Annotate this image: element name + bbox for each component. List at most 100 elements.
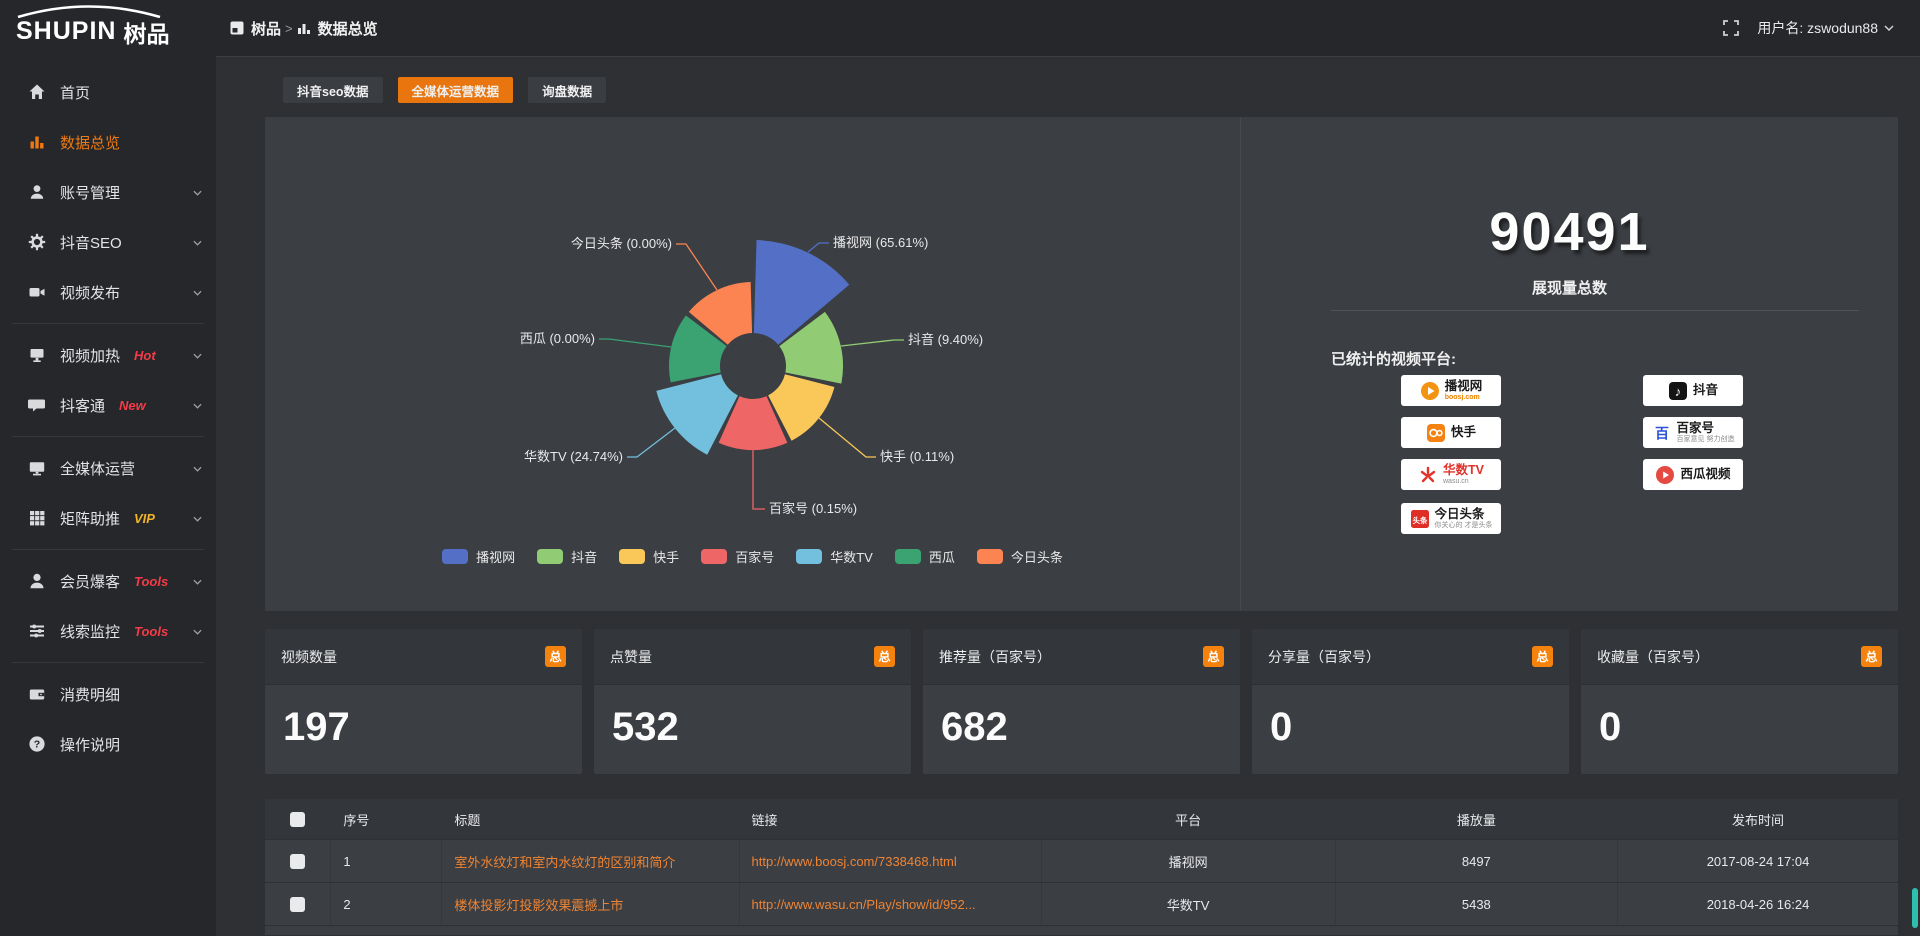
- sidebar-item-账号管理[interactable]: 账号管理: [0, 167, 216, 217]
- sidebar-item-label: 数据总览: [60, 134, 121, 152]
- platform-badge-抖音: ♪ 抖音: [1643, 375, 1743, 406]
- total-badge[interactable]: 总: [545, 646, 566, 667]
- platform-name: 抖音: [1692, 383, 1718, 398]
- row-date: 2017-08-24 17:04: [1617, 840, 1898, 882]
- sidebar-item-矩阵助推[interactable]: 矩阵助推 VIP: [0, 493, 216, 543]
- sidebar-item-线索监控[interactable]: 线索监控 Tools: [0, 606, 216, 656]
- legend-item-西瓜[interactable]: 西瓜: [894, 547, 955, 566]
- total-badge[interactable]: 总: [1532, 646, 1553, 667]
- sidebar-item-会员爆客[interactable]: 会员爆客 Tools: [0, 556, 216, 606]
- stat-card-分享量（百家号）: 分享量（百家号） 总 0: [1252, 629, 1569, 774]
- legend-item-播视网[interactable]: 播视网: [442, 547, 515, 566]
- platform-name: 播视网: [1444, 379, 1483, 394]
- legend-item-百家号[interactable]: 百家号: [701, 547, 774, 566]
- tab-询盘数据[interactable]: 询盘数据: [528, 77, 607, 103]
- pie-label-播视网: 播视网 (65.61%): [833, 235, 928, 250]
- sidebar-item-badge: Hot: [134, 347, 156, 363]
- sidebar-item-首页[interactable]: 首页: [0, 67, 216, 117]
- pie-slice-西瓜[interactable]: [669, 315, 727, 383]
- sidebar-item-操作说明[interactable]: ? 操作说明: [0, 719, 216, 769]
- sidebar-divider: [12, 436, 204, 437]
- pie-slice-播视网[interactable]: [753, 240, 850, 345]
- row-date: 2018-04-26 16:24: [1617, 883, 1898, 925]
- sidebar-item-抖客通[interactable]: 抖客通 New: [0, 380, 216, 430]
- svg-text:♪: ♪: [1675, 384, 1682, 399]
- user-icon: [28, 183, 46, 201]
- user-menu[interactable]: 用户名: zswodun88: [1757, 18, 1894, 38]
- chevron-down-icon: [193, 459, 202, 477]
- total-badge[interactable]: 总: [874, 646, 895, 667]
- chevron-down-icon: [193, 572, 202, 590]
- chat-icon: [28, 396, 46, 414]
- pie-label-百家号: 百家号 (0.15%): [769, 501, 857, 516]
- legend-item-抖音[interactable]: 抖音: [537, 547, 597, 566]
- app-icon: [230, 21, 244, 35]
- fullscreen-icon[interactable]: [1723, 20, 1740, 36]
- col-header-date: 发布时间: [1617, 799, 1898, 839]
- breadcrumb-separator: >: [285, 20, 293, 36]
- breadcrumb-item-current[interactable]: 数据总览: [297, 18, 378, 39]
- wallet-icon: [28, 685, 46, 703]
- sidebar-item-badge: New: [119, 397, 146, 413]
- chart-legend: 播视网 抖音 快手 百家号 华数TV 西瓜 今日头条: [265, 547, 1240, 566]
- pie-slice-今日头条[interactable]: [688, 282, 753, 345]
- person-icon: [28, 572, 46, 590]
- stat-cards: 视频数量总 197 点赞量总 532 推荐量（百家号）总 682 分享量（百家号）总 0 收藏量…: [265, 629, 1898, 774]
- platform-badge-快手: 快手: [1401, 417, 1501, 448]
- pie-slice-华数TV[interactable]: [656, 374, 738, 455]
- table-row: 1 室外水纹灯和室内水纹灯的区别和简介 http://www.boosj.com/7…: [265, 839, 1898, 882]
- sidebar: 首页数据总览账号管理 抖音SEO 视频发布视频加热 Hot 抖客通 New 全媒体运营 矩阵助…: [0, 57, 216, 936]
- scrollbar-thumb[interactable]: [1912, 888, 1918, 928]
- stat-card-label: 分享量（百家号）: [1268, 648, 1380, 665]
- row-checkbox[interactable]: [290, 896, 306, 912]
- breadcrumb-item-home[interactable]: 树品: [230, 18, 281, 39]
- chevron-down-icon: [193, 396, 202, 414]
- stat-card-视频数量: 视频数量 总 197: [265, 629, 582, 774]
- video-title-link[interactable]: 室外水纹灯和室内水纹灯的区别和简介: [454, 854, 676, 870]
- sidebar-item-label: 视频加热: [60, 347, 121, 365]
- stat-card-收藏量（百家号）: 收藏量（百家号） 总 0: [1581, 629, 1898, 774]
- legend-item-快手[interactable]: 快手: [619, 547, 679, 566]
- logo-text-cn: 树品: [123, 20, 170, 47]
- video-title-link[interactable]: 楼体投影灯投影效果震撼上市: [454, 897, 624, 913]
- select-all-checkbox[interactable]: [290, 811, 306, 827]
- tab-bar: 抖音seo数据 全媒体运营数据 询盘数据: [283, 77, 1898, 103]
- tab-全媒体运营数据[interactable]: 全媒体运营数据: [397, 77, 514, 103]
- sidebar-item-数据总览[interactable]: 数据总览: [0, 117, 216, 167]
- video-url-link[interactable]: http://www.wasu.cn/Play/show/id/952...: [751, 896, 976, 912]
- video-url-link[interactable]: http://www.boosj.com/7338468.html: [751, 853, 957, 869]
- sidebar-item-全媒体运营[interactable]: 全媒体运营: [0, 443, 216, 493]
- platform-subtext: boosj.com: [1444, 393, 1480, 401]
- wasu-logo: [1418, 465, 1438, 485]
- total-badge[interactable]: 总: [1861, 646, 1882, 667]
- row-title-cell: 楼体投影灯投影效果震撼上市: [441, 883, 738, 925]
- col-header-link: 链接: [738, 799, 1041, 839]
- row-select-cell: [265, 840, 330, 882]
- select-all-cell: [265, 799, 330, 839]
- sidebar-item-视频加热[interactable]: 视频加热 Hot: [0, 330, 216, 380]
- legend-item-华数TV[interactable]: 华数TV: [796, 547, 873, 566]
- sidebar-item-label: 操作说明: [60, 736, 121, 754]
- pie-slice-抖音[interactable]: [779, 311, 844, 384]
- platform-badge-播视网: 播视网 boosj.com: [1401, 375, 1501, 406]
- platform-name: 华数TV: [1443, 463, 1484, 478]
- pie-label-抖音: 抖音 (9.40%): [908, 332, 983, 347]
- stat-card-header: 点赞量 总: [594, 629, 911, 685]
- sidebar-item-抖音SEO[interactable]: 抖音SEO: [0, 217, 216, 267]
- total-badge[interactable]: 总: [1203, 646, 1224, 667]
- platform-badge-百家号: 百百家号 百家意见 努力创造: [1643, 417, 1743, 448]
- pie-slice-快手[interactable]: [768, 374, 835, 441]
- legend-item-今日头条[interactable]: 今日头条: [976, 547, 1063, 566]
- sidebar-item-视频发布[interactable]: 视频发布: [0, 267, 216, 317]
- home-icon: [28, 83, 46, 101]
- app-logo: SHUPIN 树品: [0, 0, 216, 57]
- stat-card-label: 收藏量（百家号）: [1597, 648, 1709, 665]
- row-num: 2: [330, 883, 441, 925]
- row-checkbox[interactable]: [290, 853, 306, 869]
- tab-抖音seo数据[interactable]: 抖音seo数据: [283, 77, 383, 103]
- pie-slice-百家号[interactable]: [718, 396, 788, 451]
- sidebar-item-消费明细[interactable]: 消费明细: [0, 669, 216, 719]
- platform-badge-西瓜视频: 西瓜视频: [1643, 459, 1743, 490]
- stat-card-label: 推荐量（百家号）: [939, 648, 1051, 665]
- topbar-right: 用户名: zswodun88: [1723, 0, 1920, 57]
